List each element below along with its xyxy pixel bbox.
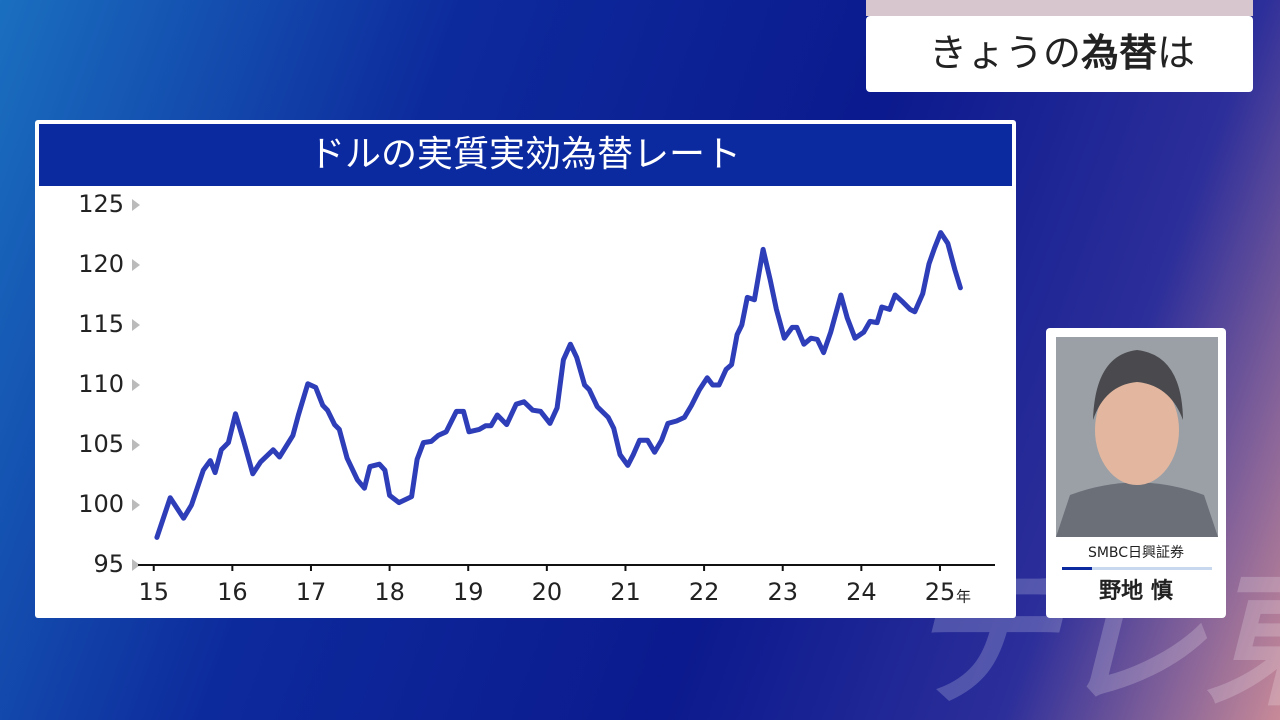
title-bar — [39, 124, 1012, 186]
banner-emphasis: 為替 — [1081, 31, 1157, 75]
x-tick-label: 24 — [846, 578, 877, 606]
chart-title: ドルの実質実効為替レート — [309, 134, 741, 175]
y-tick-label: 110 — [78, 370, 124, 398]
y-tick-label: 105 — [78, 430, 124, 458]
y-tick-label: 100 — [78, 490, 124, 518]
photo-face — [1095, 375, 1179, 485]
x-tick-label: 18 — [374, 578, 405, 606]
y-tick-mark — [132, 379, 140, 391]
y-tick-label: 120 — [78, 250, 124, 278]
y-tick-label: 95 — [93, 550, 124, 578]
y-tick-mark — [132, 259, 140, 271]
y-tick-mark — [132, 199, 140, 211]
x-tick-label: 23 — [767, 578, 798, 606]
x-tick-label: 22 — [689, 578, 720, 606]
x-tick-label: 17 — [296, 578, 327, 606]
banner-text: きょうの為替は — [929, 31, 1195, 75]
guest-company: SMBC日興証券 — [1088, 545, 1184, 561]
chart-panel — [35, 120, 1016, 618]
data-line — [154, 230, 963, 540]
y-tick-mark — [132, 439, 140, 451]
y-tick-mark — [132, 559, 140, 571]
photo-hair — [1093, 350, 1183, 420]
x-unit: 年 — [956, 588, 971, 606]
x-tick-label: 21 — [610, 578, 641, 606]
photo-suit — [1056, 482, 1218, 537]
x-tick-label: 16 — [217, 578, 248, 606]
banner-part: きょうの — [929, 31, 1081, 75]
x-tick-label: 19 — [453, 578, 484, 606]
y-tick-mark — [132, 499, 140, 511]
banner-stripe — [866, 0, 1253, 16]
guest-divider — [1062, 567, 1212, 570]
banner-part: は — [1157, 31, 1195, 75]
y-tick-label: 115 — [78, 310, 124, 338]
guest-divider-accent — [1062, 567, 1092, 570]
y-tick-mark — [132, 319, 140, 331]
guest-name: 野地 慎 — [1099, 579, 1173, 604]
y-tick-label: 125 — [78, 190, 124, 218]
banner — [866, 16, 1253, 92]
x-tick-label: 15 — [138, 578, 169, 606]
x-tick-label: 25 — [925, 578, 956, 606]
x-tick-label: 20 — [532, 578, 563, 606]
